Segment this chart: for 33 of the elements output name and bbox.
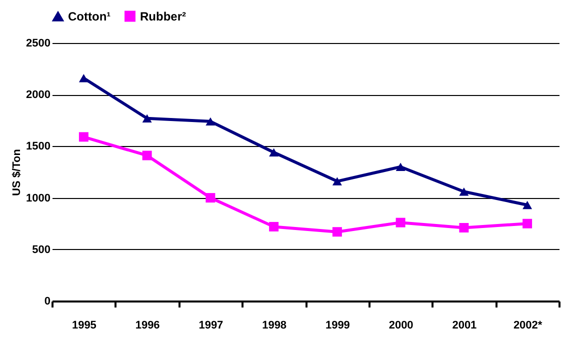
- point: [206, 117, 216, 126]
- x-tick-label: 1998: [262, 320, 287, 332]
- x-tick-label: 2002*: [513, 320, 543, 332]
- point: [78, 132, 88, 142]
- y-tick-label: 2500: [26, 38, 50, 50]
- y-axis-title: US $/Ton: [11, 148, 24, 196]
- legend-label: Rubber²: [140, 9, 186, 24]
- x-tick-label: 1999: [325, 320, 350, 332]
- x-tick-label: 2000: [388, 320, 414, 332]
- point: [206, 193, 216, 203]
- point: [332, 177, 342, 186]
- point: [332, 227, 342, 237]
- point: [459, 222, 469, 232]
- x-tick-label: 1997: [198, 320, 224, 332]
- y-tick-label: 1500: [26, 140, 50, 153]
- y-tick-label: 1000: [26, 192, 50, 204]
- point: [522, 218, 532, 228]
- point: [269, 222, 279, 232]
- x-tick-label: 1996: [135, 320, 160, 332]
- legend-label: Cotton¹: [68, 10, 111, 24]
- point: [142, 114, 152, 122]
- y-tick-label: 500: [32, 244, 50, 256]
- point: [459, 188, 469, 196]
- point: [142, 150, 152, 160]
- x-tick-label: 2001: [452, 320, 477, 332]
- point: [396, 218, 406, 228]
- x-tick-label: 1995: [72, 320, 96, 332]
- y-tick-label: 2000: [26, 89, 50, 102]
- point: [78, 74, 88, 82]
- y-tick-label: 0: [44, 296, 50, 308]
- point: [269, 148, 279, 156]
- point: [396, 162, 406, 171]
- point: [522, 200, 532, 210]
